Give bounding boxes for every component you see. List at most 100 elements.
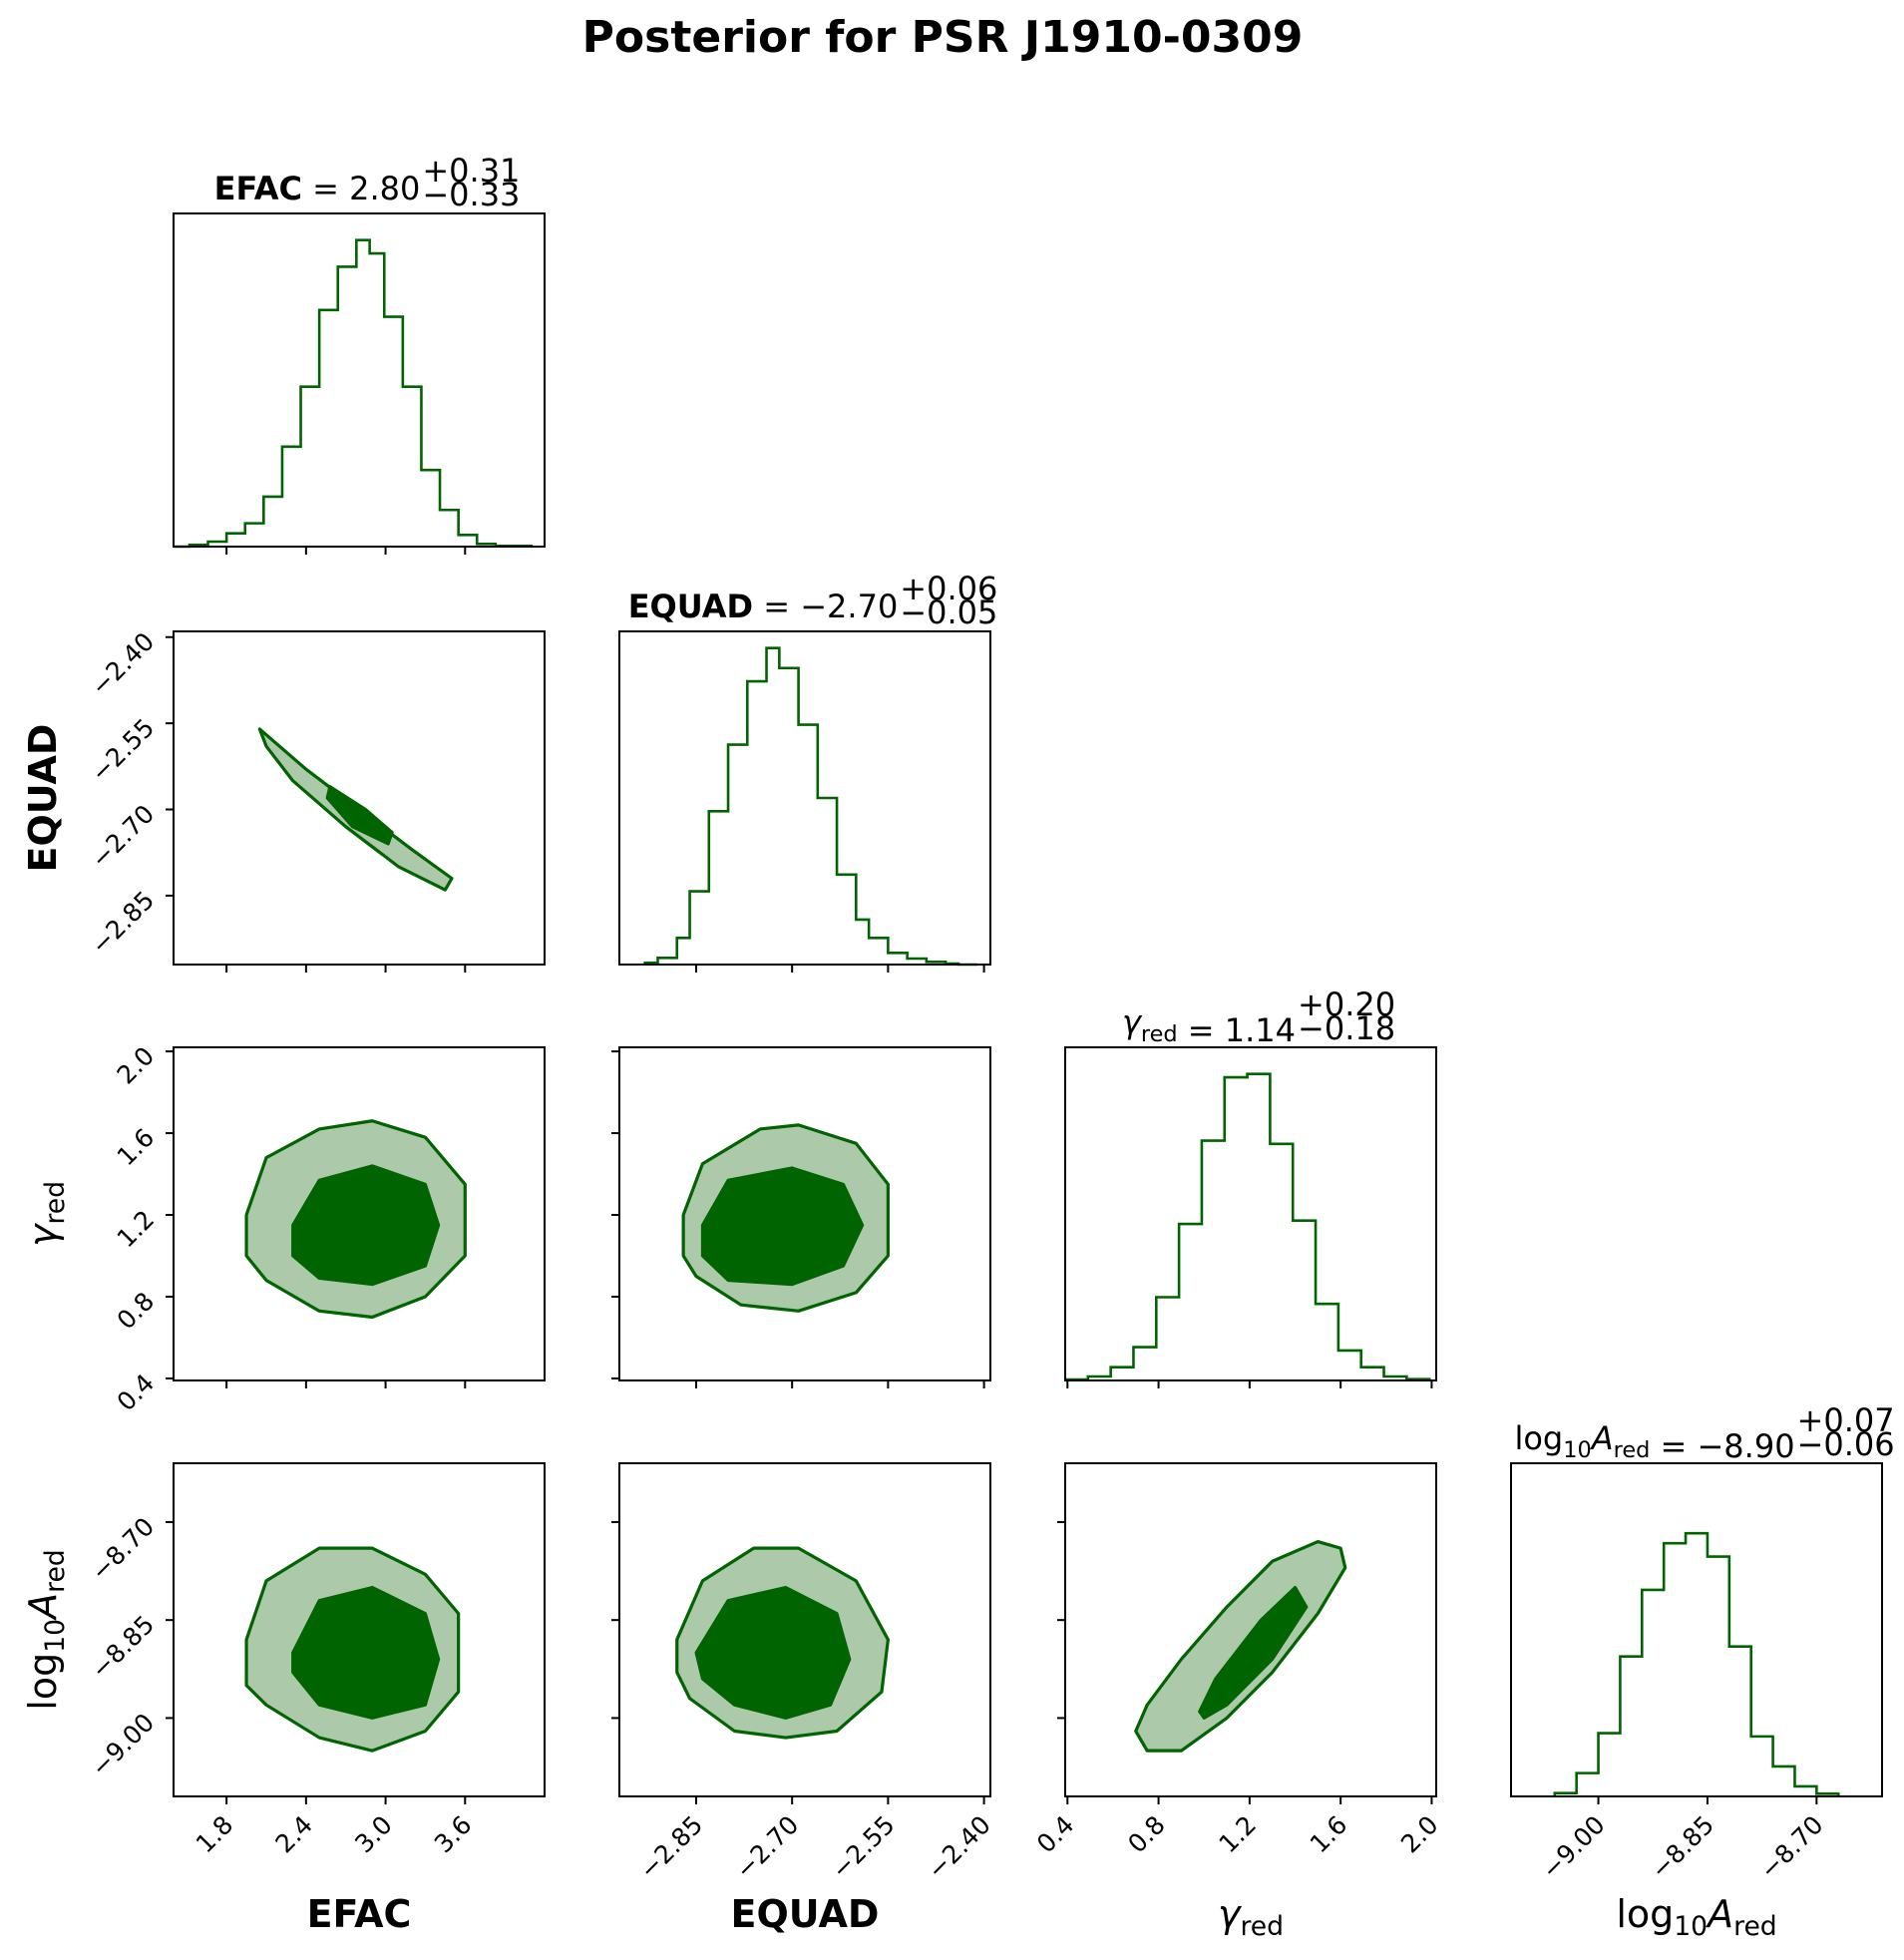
panel-log10a-vs-gamma: 0.4 0.8 1.2 1.6 2.0 bbox=[1031, 1462, 1444, 1859]
ytick-label-log10a: −9.00 bbox=[86, 1708, 161, 1782]
panel-frame bbox=[173, 1462, 546, 1797]
yaxis-label-gamma: γred bbox=[21, 1181, 71, 1247]
param-name: log bbox=[21, 1653, 65, 1711]
panel-gamma-vs-equad bbox=[611, 1046, 991, 1388]
param-sub: red bbox=[40, 1549, 71, 1593]
uncertainty-minus-equad: −0.05 bbox=[900, 593, 997, 631]
xtick-label-efac: 1.8 bbox=[190, 1810, 239, 1859]
equals: = −2.70 bbox=[753, 588, 898, 625]
panel-frame bbox=[173, 212, 546, 548]
xtick-label-equad: −2.85 bbox=[634, 1810, 709, 1885]
panel-title-gamma: γred = 1.14 bbox=[1122, 1003, 1296, 1049]
param-name-2: A bbox=[21, 1593, 65, 1622]
param-name: EQUAD bbox=[731, 1892, 880, 1936]
uncertainty-minus-efac: −0.33 bbox=[422, 176, 520, 213]
xaxis-label-equad: EQUAD bbox=[731, 1892, 880, 1936]
xtick-label-gamma: 1.6 bbox=[1305, 1810, 1353, 1859]
xtick-label-equad: −2.70 bbox=[730, 1810, 805, 1885]
panel-equad-vs-efac: −2.85 −2.70 −2.55 −2.40 bbox=[86, 626, 546, 973]
ytick-label-gamma: 0.4 bbox=[112, 1369, 161, 1417]
xtick-label-gamma: 0.8 bbox=[1122, 1810, 1171, 1859]
ytick-label-equad: −2.55 bbox=[86, 713, 161, 788]
ytick-label-equad: −2.40 bbox=[86, 626, 161, 701]
uncertainty-minus-gamma: −0.18 bbox=[1298, 1009, 1395, 1047]
param-sub: red bbox=[1733, 1911, 1777, 1942]
xtick-label-equad: −2.40 bbox=[922, 1810, 996, 1885]
xtick-label-equad: −2.55 bbox=[826, 1810, 901, 1885]
panel-log10a-vs-efac: −9.00 −8.85 −8.70 1.8 2.4 3.0 3.6 bbox=[86, 1462, 546, 1859]
uncertainty-plus-log10a: +0.07 bbox=[1797, 1401, 1895, 1439]
panel-title-efac: EFAC = 2.80 bbox=[214, 170, 421, 207]
contour-inner-log10a-equad bbox=[694, 1585, 852, 1720]
param-name-sub: 10 bbox=[1674, 1911, 1708, 1942]
panel-gamma-vs-efac: 0.4 0.8 1.2 1.6 2.0 bbox=[112, 1041, 546, 1417]
xtick-label-efac: 2.4 bbox=[269, 1810, 318, 1859]
xtick-label-log10a: −9.00 bbox=[1536, 1810, 1611, 1885]
contour-inner-log10a-efac bbox=[291, 1585, 441, 1720]
panel-gamma-vs-gamma: γred = 1.14+0.20−0.18 bbox=[1064, 985, 1437, 1388]
contour-inner-gamma-equad bbox=[700, 1166, 865, 1287]
figure-title: Posterior for PSR J1910-0309 bbox=[582, 12, 1304, 63]
uncertainty-plus-equad: +0.06 bbox=[900, 570, 997, 607]
ytick-label-equad: −2.85 bbox=[86, 886, 161, 961]
contour-inner-gamma-efac bbox=[291, 1164, 441, 1287]
xtick-label-log10a: −8.85 bbox=[1645, 1810, 1719, 1885]
panel-title-equad: EQUAD = −2.70 bbox=[628, 588, 899, 625]
equals: = −8.90 bbox=[1650, 1427, 1794, 1465]
xtick-label-gamma: 1.2 bbox=[1213, 1810, 1262, 1859]
param-sub: red bbox=[1614, 1437, 1651, 1463]
param-name-sub: 10 bbox=[40, 1619, 71, 1653]
panel-frame bbox=[173, 1046, 546, 1381]
param-sub: red bbox=[1240, 1911, 1284, 1942]
panel-frame bbox=[618, 1046, 991, 1381]
param-name-sub: 10 bbox=[1563, 1437, 1592, 1463]
param-name: EQUAD bbox=[21, 724, 65, 873]
ytick-label-log10a: −8.85 bbox=[86, 1610, 161, 1685]
ytick-label-equad: −2.70 bbox=[86, 799, 161, 874]
param-sub: red bbox=[1141, 1021, 1178, 1047]
param-name: γ bbox=[1122, 1003, 1143, 1041]
histogram-equad bbox=[643, 646, 978, 967]
panel-frame bbox=[618, 630, 991, 966]
panel-log10a-vs-log10a: log10Ared = −8.90+0.07−0.06 −9.00 −8.85 −8.… bbox=[1510, 1401, 1895, 1885]
contour-inner-log10a-gamma bbox=[1198, 1585, 1309, 1720]
xaxis-label-log10a: log10Ared bbox=[1616, 1892, 1776, 1942]
param-name: EFAC bbox=[214, 170, 302, 207]
panel-equad-vs-equad: EQUAD = −2.70 +0.06−0.05 bbox=[618, 570, 997, 973]
param-name: EQUAD bbox=[628, 588, 753, 625]
yaxis-label-equad: EQUAD bbox=[21, 724, 65, 873]
histogram-efac bbox=[174, 238, 534, 549]
xtick-label-gamma: 2.0 bbox=[1395, 1810, 1444, 1859]
equals: = 1.14 bbox=[1178, 1011, 1296, 1049]
ytick-label-log10a: −8.70 bbox=[86, 1512, 161, 1587]
panel-frame bbox=[1064, 1462, 1437, 1797]
xtick-label-efac: 3.0 bbox=[349, 1810, 398, 1859]
panel-title-log10a: log10Ared = −8.90 bbox=[1514, 1419, 1794, 1465]
uncertainty-plus-gamma: +0.20 bbox=[1298, 985, 1395, 1023]
panel-frame bbox=[1510, 1462, 1883, 1797]
panel-frame bbox=[173, 630, 546, 966]
xtick-label-log10a: −8.70 bbox=[1754, 1810, 1829, 1885]
ytick-label-gamma: 1.6 bbox=[112, 1123, 161, 1172]
histogram-log10a bbox=[1553, 1531, 1840, 1796]
panel-frame bbox=[1064, 1046, 1437, 1381]
xtick-label-efac: 3.6 bbox=[429, 1810, 478, 1859]
param-name: log bbox=[1514, 1419, 1563, 1457]
panel-grid: EFAC = 2.80 +0.31−0.33 −2.85 −2.70 −2.55 −2.4… bbox=[21, 152, 1895, 1942]
param-name-2: A bbox=[1705, 1892, 1733, 1936]
xtick-label-gamma: 0.4 bbox=[1031, 1810, 1080, 1859]
param-name: γ bbox=[1218, 1892, 1243, 1936]
xaxis-label-efac: EFAC bbox=[307, 1892, 412, 1936]
xaxis-label-gamma: γred bbox=[1218, 1892, 1284, 1942]
param-name-2: A bbox=[1590, 1419, 1614, 1457]
panel-efac-vs-efac: EFAC = 2.80 +0.31−0.33 bbox=[173, 152, 546, 555]
param-sub: red bbox=[40, 1181, 71, 1225]
panel-frame bbox=[618, 1462, 991, 1797]
ytick-label-gamma: 2.0 bbox=[112, 1041, 161, 1090]
param-name: γ bbox=[21, 1222, 65, 1247]
param-name: log bbox=[1616, 1892, 1674, 1936]
panel-log10a-vs-equad: −2.85 −2.70 −2.55 −2.40 bbox=[611, 1462, 996, 1885]
ytick-label-gamma: 1.2 bbox=[112, 1205, 161, 1254]
param-name: EFAC bbox=[307, 1892, 412, 1936]
